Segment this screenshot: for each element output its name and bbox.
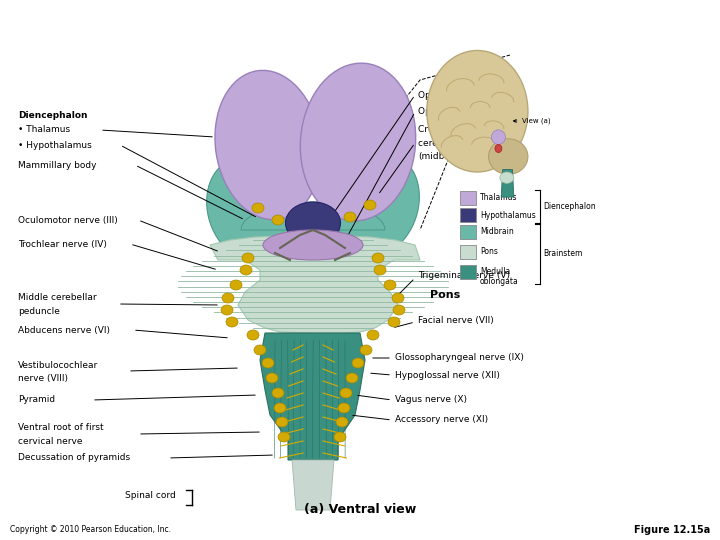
Ellipse shape — [384, 280, 396, 290]
FancyBboxPatch shape — [460, 208, 476, 222]
Text: Trigeminal nerve (V): Trigeminal nerve (V) — [418, 271, 510, 280]
Text: Crus cerebri of: Crus cerebri of — [418, 125, 485, 134]
Text: Accessory nerve (XI): Accessory nerve (XI) — [395, 415, 488, 424]
Ellipse shape — [215, 70, 321, 220]
Ellipse shape — [367, 330, 379, 340]
Text: Spinal cord: Spinal cord — [125, 490, 176, 500]
Ellipse shape — [364, 200, 376, 210]
Text: Pyramid: Pyramid — [18, 395, 55, 404]
Ellipse shape — [360, 345, 372, 355]
Text: Glossopharyngeal nerve (IX): Glossopharyngeal nerve (IX) — [395, 354, 524, 362]
Text: Facial nerve (VII): Facial nerve (VII) — [418, 315, 494, 325]
Ellipse shape — [300, 63, 415, 221]
Text: Diencephalon: Diencephalon — [543, 202, 595, 211]
Ellipse shape — [247, 330, 259, 340]
Text: cerebral peduncles: cerebral peduncles — [418, 138, 505, 147]
Text: • Thalamus: • Thalamus — [18, 125, 70, 134]
FancyBboxPatch shape — [460, 225, 476, 239]
Ellipse shape — [230, 280, 242, 290]
Text: oblongata: oblongata — [480, 276, 518, 286]
Ellipse shape — [286, 202, 341, 244]
Text: Optic chiasma: Optic chiasma — [418, 91, 482, 99]
Ellipse shape — [346, 373, 358, 383]
Text: Hypoglossal nerve (XII): Hypoglossal nerve (XII) — [395, 370, 500, 380]
Ellipse shape — [489, 139, 528, 174]
Ellipse shape — [276, 417, 288, 427]
Text: Optic nerve (II): Optic nerve (II) — [418, 107, 486, 117]
Text: Brainstem: Brainstem — [543, 249, 582, 259]
FancyBboxPatch shape — [460, 191, 476, 205]
Text: Figure 12.15a: Figure 12.15a — [634, 525, 710, 535]
Ellipse shape — [393, 305, 405, 315]
Text: Copyright © 2010 Pearson Education, Inc.: Copyright © 2010 Pearson Education, Inc. — [10, 525, 171, 535]
Text: cervical nerve: cervical nerve — [18, 436, 83, 446]
Ellipse shape — [334, 432, 346, 442]
Ellipse shape — [240, 265, 252, 275]
Text: (midbrain): (midbrain) — [418, 152, 466, 160]
Ellipse shape — [263, 230, 363, 260]
Ellipse shape — [278, 432, 290, 442]
Ellipse shape — [252, 203, 264, 213]
Ellipse shape — [254, 345, 266, 355]
Text: Midbrain: Midbrain — [480, 227, 514, 237]
Text: Abducens nerve (VI): Abducens nerve (VI) — [18, 326, 110, 334]
Text: Pons: Pons — [480, 247, 498, 256]
Ellipse shape — [274, 403, 286, 413]
Text: Ventral root of first: Ventral root of first — [18, 423, 104, 433]
Ellipse shape — [392, 293, 404, 303]
Polygon shape — [241, 202, 385, 230]
Ellipse shape — [427, 51, 528, 172]
Text: nerve (VIII): nerve (VIII) — [18, 374, 68, 382]
Polygon shape — [210, 236, 420, 333]
Text: Vestibulocochlear: Vestibulocochlear — [18, 361, 98, 369]
Ellipse shape — [336, 417, 348, 427]
Text: Hypothalamus: Hypothalamus — [480, 211, 536, 219]
Polygon shape — [501, 170, 514, 197]
Ellipse shape — [500, 172, 514, 183]
Ellipse shape — [337, 153, 419, 256]
FancyBboxPatch shape — [460, 265, 476, 279]
Polygon shape — [260, 333, 365, 460]
Text: peduncle: peduncle — [18, 307, 60, 315]
Polygon shape — [292, 460, 334, 510]
Ellipse shape — [388, 317, 400, 327]
Ellipse shape — [374, 265, 386, 275]
Ellipse shape — [340, 388, 352, 398]
Ellipse shape — [495, 144, 502, 152]
Text: View (a): View (a) — [513, 118, 551, 124]
Text: Mammillary body: Mammillary body — [18, 160, 96, 170]
Ellipse shape — [344, 212, 356, 222]
Text: Middle cerebellar: Middle cerebellar — [18, 294, 96, 302]
Ellipse shape — [338, 403, 350, 413]
Text: • Hypothalamus: • Hypothalamus — [18, 140, 91, 150]
Ellipse shape — [272, 215, 284, 225]
Text: Diencephalon: Diencephalon — [18, 111, 88, 119]
Text: Vagus nerve (X): Vagus nerve (X) — [395, 395, 467, 404]
Ellipse shape — [266, 373, 278, 383]
Ellipse shape — [222, 293, 234, 303]
Text: (a) Ventral view: (a) Ventral view — [304, 503, 416, 516]
Text: Thalamus: Thalamus — [480, 193, 518, 202]
Ellipse shape — [262, 358, 274, 368]
Ellipse shape — [226, 317, 238, 327]
Text: Pons: Pons — [430, 290, 460, 300]
Text: Decussation of pyramids: Decussation of pyramids — [18, 454, 130, 462]
Ellipse shape — [272, 388, 284, 398]
Ellipse shape — [242, 253, 254, 263]
Ellipse shape — [372, 253, 384, 263]
Ellipse shape — [492, 130, 505, 145]
Ellipse shape — [352, 358, 364, 368]
Text: Oculomotor nerve (III): Oculomotor nerve (III) — [18, 215, 118, 225]
Text: Trochlear nerve (IV): Trochlear nerve (IV) — [18, 240, 107, 248]
Ellipse shape — [207, 159, 289, 261]
Text: Medulla: Medulla — [480, 267, 510, 276]
FancyBboxPatch shape — [460, 245, 476, 259]
Ellipse shape — [221, 305, 233, 315]
